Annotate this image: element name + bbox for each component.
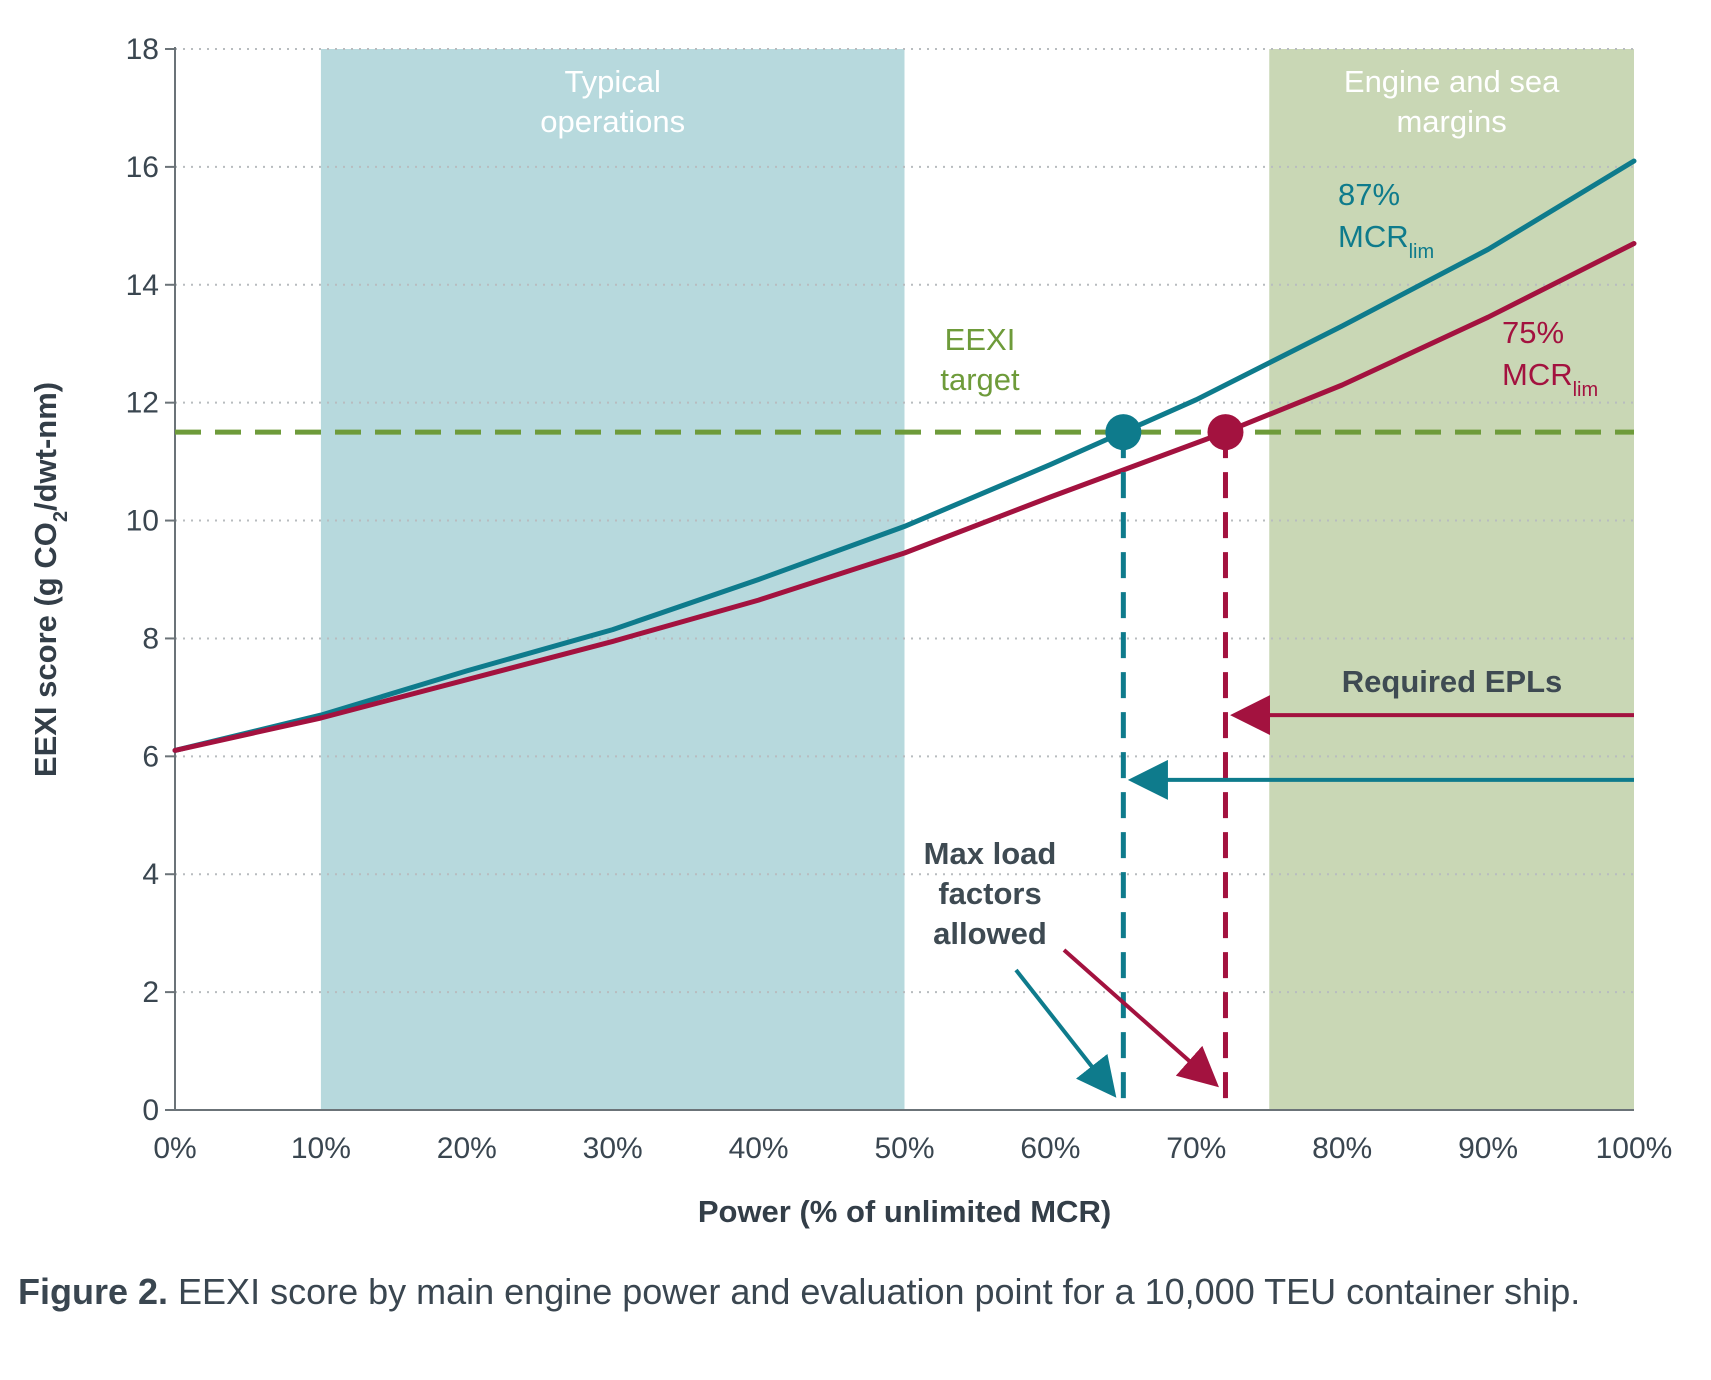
band-1 — [1269, 49, 1634, 1110]
band-label-1-0: Engine and sea — [1344, 64, 1560, 99]
annotations: Required EPLs Max load factors allowed — [924, 664, 1634, 1098]
band-0 — [320, 49, 905, 1110]
x-tick-label-3: 30% — [583, 1132, 643, 1165]
max-load-label-2: allowed — [933, 916, 1047, 951]
shaded-bands — [320, 49, 1634, 1110]
caption-text: EEXI score by main engine power and eval… — [168, 1271, 1581, 1312]
series-label-1-main: 75% — [1502, 315, 1564, 350]
x-tick-label-9: 90% — [1458, 1132, 1518, 1165]
y-tick-label-1: 2 — [142, 976, 159, 1009]
x-tick-label-5: 50% — [874, 1132, 934, 1165]
epl-label: Required EPLs — [1342, 664, 1563, 699]
gridlines — [175, 48, 1634, 994]
y-axis-title-part2: /dwt-nm) — [28, 382, 63, 511]
max-load-arrow-teal — [1014, 968, 1117, 1098]
axes: 0 2 4 6 8 10 12 14 16 18 0% 10% 20% 30% 40% 50% 60% 70% 80… — [28, 33, 1672, 1229]
caption-bold: Figure 2. — [18, 1271, 169, 1312]
evaluation-points — [1105, 414, 1244, 1110]
band-label-1-1: margins — [1396, 104, 1506, 139]
series-label-0-main: 87% — [1338, 177, 1400, 212]
max-load-label-0: Max load — [924, 836, 1057, 871]
x-axis-title: Power (% of unlimited MCR) — [698, 1194, 1111, 1229]
y-axis-title-part1: EEXI score (g CO — [28, 522, 63, 777]
y-tick-label-6: 12 — [126, 387, 159, 420]
y-tick-label-4: 8 — [142, 622, 159, 655]
x-tick-label-4: 40% — [729, 1132, 789, 1165]
max-load-label-1: factors — [938, 876, 1041, 911]
evaluation-point-0 — [1105, 414, 1142, 451]
y-axis-title-subscript: 2 — [50, 511, 72, 522]
evaluation-point-1 — [1207, 414, 1244, 451]
x-tick-label-8: 80% — [1312, 1132, 1372, 1165]
series-label-0-sub: lim — [1409, 241, 1435, 263]
chart-labels: Typical operations Engine and sea margins EE… — [540, 64, 1598, 401]
figure-caption: Figure 2. EEXI score by main engine powe… — [18, 1266, 1698, 1318]
y-tick-label-8: 16 — [126, 151, 159, 184]
series-label-1-mcr: MCR — [1502, 357, 1573, 392]
series-line-0 — [172, 158, 1637, 753]
y-tick-label-7: 14 — [126, 269, 159, 302]
max-load-arrow-red — [1062, 948, 1219, 1088]
y-axis-title: EEXI score (g CO2/dwt-nm) — [28, 382, 72, 777]
series-lines — [172, 158, 1637, 753]
y-tick-label-2: 4 — [142, 858, 159, 891]
target-label-0: EEXI — [945, 322, 1016, 357]
target-label-1: target — [940, 362, 1020, 397]
y-tick-label-3: 6 — [142, 740, 159, 773]
series-label-1-sub: lim — [1573, 379, 1599, 401]
x-tick-label-2: 20% — [437, 1132, 497, 1165]
y-tick-label-9: 18 — [126, 33, 159, 66]
eexi-chart: 0 2 4 6 8 10 12 14 16 18 0% 10% 20% 30% 40% 50% 60% 70% 80… — [28, 33, 1672, 1229]
x-tick-label-6: 60% — [1020, 1132, 1080, 1165]
series-label-0-line2: MCRlim — [1338, 219, 1434, 263]
series-label-0-mcr: MCR — [1338, 219, 1409, 254]
x-tick-label-10: 100% — [1596, 1132, 1673, 1165]
x-tick-label-1: 10% — [291, 1132, 351, 1165]
band-label-0-0: Typical — [564, 64, 660, 99]
y-tick-label-0: 0 — [142, 1094, 159, 1127]
x-tick-label-7: 70% — [1166, 1132, 1226, 1165]
band-label-0-1: operations — [540, 104, 685, 139]
y-tick-label-5: 10 — [126, 505, 159, 538]
series-line-1 — [172, 241, 1637, 753]
x-tick-label-0: 0% — [153, 1132, 196, 1165]
series-label-1-line2: MCRlim — [1502, 357, 1598, 401]
